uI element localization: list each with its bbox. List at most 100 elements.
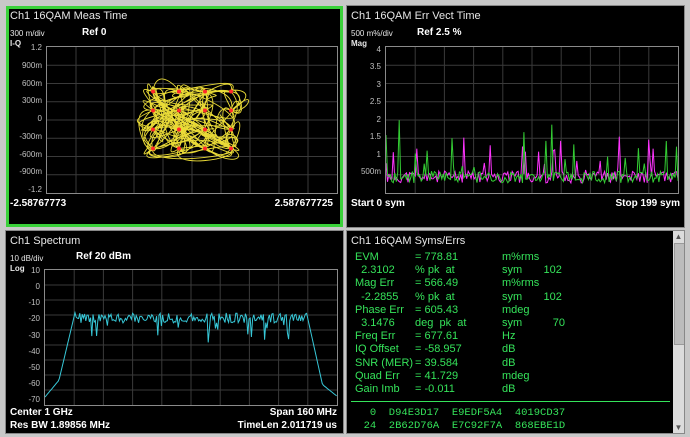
unit-label: Mag	[351, 39, 367, 48]
res-bw: Res BW 1.89856 MHz	[10, 420, 111, 431]
x-axis-left: -2.58767773	[10, 198, 67, 209]
y-tick-label: -70	[28, 395, 40, 404]
ref-level: Ref 0	[82, 27, 107, 38]
ref-level: Ref 2.5 %	[417, 27, 462, 38]
metric-unit: sym 70	[502, 317, 565, 329]
pane-title: Ch1 16QAM Syms/Errs	[351, 235, 466, 247]
metric-value: = 605.43	[415, 303, 459, 316]
spectrum-pane[interactable]: Ch1 Spectrum 10 dB/div Ref 20 dBm Log 10…	[5, 230, 344, 434]
metric-value: % pk at	[415, 290, 455, 303]
metric-unit: dB	[502, 383, 516, 395]
metric-unit: sym 102	[502, 290, 562, 303]
y-tick-label: 4	[376, 45, 381, 54]
iq-plot-area	[46, 46, 338, 194]
constellation-point	[229, 89, 233, 94]
metric-label: Phase Err	[355, 303, 404, 316]
y-tick-label: -1.2	[28, 185, 42, 194]
y-tick-label: 2.5	[369, 97, 381, 107]
metric-label: 3.1476	[355, 317, 395, 329]
y-tick-label: 600m	[21, 78, 42, 88]
iq-trace	[47, 47, 337, 193]
spectrum-line	[44, 310, 337, 398]
evm-trace	[385, 47, 679, 193]
x-axis-right: 2.587677725	[274, 198, 333, 209]
y-tick-label: 1	[376, 149, 381, 159]
constellation-point	[151, 108, 155, 113]
time-length: TimeLen 2.011719 us	[237, 420, 337, 431]
y-tick-label: 0	[35, 282, 40, 292]
metric-label: IQ Offset	[355, 343, 399, 356]
metric-label: Mag Err	[355, 277, 395, 290]
syms-errs-pane[interactable]: Ch1 16QAM Syms/Errs EVM = 778.81 m%rms 2.3…	[346, 230, 685, 434]
constellation-point	[229, 108, 233, 113]
evm-series-line	[385, 136, 679, 185]
pane-title: Ch1 16QAM Meas Time	[10, 10, 128, 22]
scale-per-div: 10 dB/div	[10, 254, 44, 263]
metric-value: = -0.011	[415, 383, 455, 395]
metric-label: Gain Imb	[355, 383, 400, 395]
metric-label: -2.2855	[355, 290, 399, 303]
metric-label: 2.3102	[355, 264, 395, 277]
metric-value: = 778.81	[415, 251, 459, 263]
pane-title: Ch1 16QAM Err Vect Time	[351, 10, 481, 22]
metric-value: % pk at	[415, 264, 455, 277]
y-tick-label: 500m	[360, 167, 381, 176]
constellation-point	[177, 89, 181, 94]
span: Span 160 MHz	[269, 407, 337, 418]
scroll-down-arrow-icon[interactable]: ▼	[674, 423, 683, 432]
y-tick-label: 0	[37, 114, 42, 123]
y-tick-label: -900m	[19, 167, 42, 177]
y-tick-label: 1.5	[369, 132, 381, 142]
evm-series-line	[385, 120, 679, 185]
y-tick-label: 300m	[21, 96, 42, 106]
constellation-point	[177, 146, 181, 151]
metric-unit: Hz	[502, 330, 516, 343]
scale-per-div: 500 m%/div	[351, 29, 393, 38]
y-tick-label: -10	[28, 298, 40, 308]
metric-label: Quad Err	[355, 369, 400, 382]
constellation-point	[151, 89, 155, 94]
y-tick-label: -50	[28, 362, 40, 372]
iq-constellation-pane[interactable]: Ch1 16QAM Meas Time 300 m/div Ref 0 I-Q …	[6, 6, 343, 227]
metric-unit: dB	[502, 356, 516, 369]
metric-value: = 677.61	[415, 330, 459, 343]
scale-per-div: 300 m/div	[10, 29, 45, 38]
pane-title: Ch1 Spectrum	[10, 235, 81, 247]
y-tick-label: 2	[376, 114, 381, 124]
hex-row: 0 D94E3D17 E9EDF5A4 4019CD37	[351, 407, 566, 419]
error-vector-time-pane[interactable]: Ch1 16QAM Err Vect Time 500 m%/div Ref 2…	[346, 5, 685, 228]
y-tick-label: 900m	[21, 60, 42, 70]
metric-label: EVM	[355, 251, 379, 263]
metric-unit: sym 102	[502, 264, 562, 277]
y-tick-label: 3	[376, 79, 381, 89]
y-tick-label: -20	[28, 314, 40, 324]
metric-value: = 41.729	[415, 369, 459, 382]
ref-level: Ref 20 dBm	[76, 251, 132, 262]
metric-unit: dB	[502, 343, 516, 356]
constellation-point	[229, 146, 233, 151]
constellation-point	[229, 127, 233, 132]
metric-value: deg pk at	[415, 317, 467, 329]
constellation-point	[203, 108, 207, 113]
constellation-point	[203, 89, 207, 94]
evm-plot-area	[385, 46, 679, 194]
divider	[351, 401, 670, 402]
y-tick-label: -600m	[19, 149, 42, 159]
metric-unit: mdeg	[502, 303, 530, 316]
constellation-point	[203, 127, 207, 132]
metric-value: = 39.584	[415, 356, 459, 369]
y-tick-label: 1.2	[30, 43, 42, 52]
constellation-point	[177, 127, 181, 132]
metric-unit: m%rms	[502, 277, 540, 290]
scroll-thumb[interactable]	[674, 243, 684, 345]
y-tick-label: -30	[28, 330, 40, 340]
scroll-up-arrow-icon[interactable]: ▲	[674, 232, 683, 241]
constellation-point	[151, 146, 155, 151]
metric-unit: mdeg	[502, 369, 530, 382]
scrollbar[interactable]: ▲ ▼	[673, 231, 684, 433]
metric-value: = -58.957	[415, 343, 462, 356]
constellation-point	[151, 127, 155, 132]
hex-row: 24 2B62D76A E7C92F7A 868EBE1D	[351, 420, 566, 432]
spectrum-trace	[44, 270, 337, 405]
y-tick-label: 3.5	[369, 62, 381, 72]
